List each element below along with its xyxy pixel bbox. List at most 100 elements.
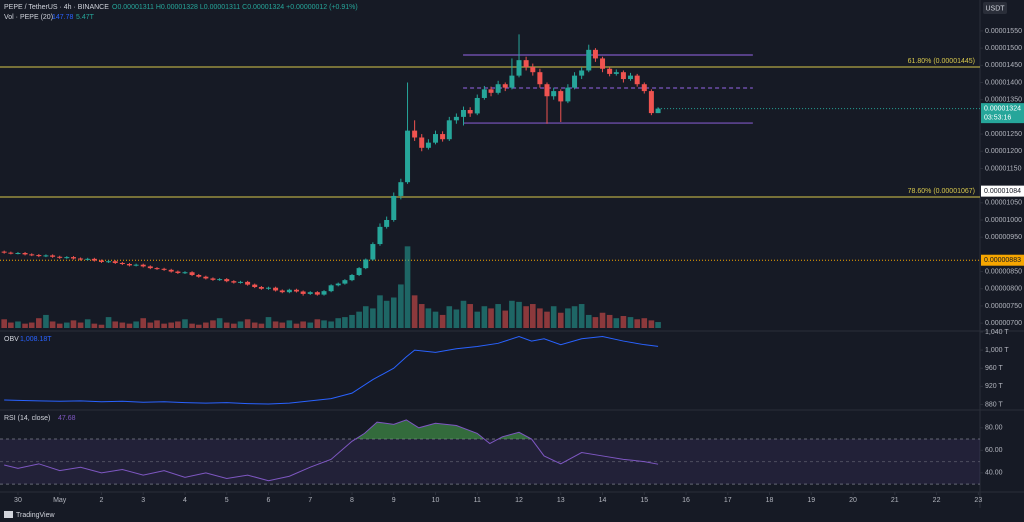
volume-bar bbox=[606, 314, 613, 328]
volume-bar bbox=[258, 323, 265, 328]
candle-body bbox=[1, 251, 7, 253]
candle-body bbox=[300, 291, 306, 294]
volume-bar bbox=[529, 304, 536, 328]
volume-bar bbox=[154, 320, 160, 328]
candle-body bbox=[356, 268, 362, 275]
x-tick-label: 2 bbox=[100, 497, 104, 504]
indicator-line bbox=[4, 336, 659, 405]
candle-body bbox=[377, 226, 383, 245]
candle-body bbox=[161, 268, 167, 270]
volume-bar bbox=[36, 318, 42, 328]
candle-body bbox=[203, 276, 209, 279]
candle-body bbox=[78, 258, 84, 260]
candle-body bbox=[460, 110, 466, 117]
volume-bar bbox=[168, 322, 174, 328]
candle-body bbox=[558, 91, 564, 102]
candle-body bbox=[530, 67, 536, 73]
currency-box[interactable] bbox=[983, 2, 1007, 14]
candle-body bbox=[398, 182, 404, 196]
volume-bar bbox=[418, 304, 425, 328]
candle-body bbox=[495, 84, 501, 93]
fib-level-label: 78.60% (0.00001067) bbox=[908, 188, 975, 195]
volume-bar bbox=[446, 306, 453, 328]
volume-bar bbox=[70, 320, 77, 328]
volume-bar bbox=[432, 311, 439, 328]
candle-body bbox=[70, 257, 76, 259]
volume-bar bbox=[370, 308, 376, 328]
y-tick-label: 0.00000700 bbox=[985, 320, 1022, 327]
candle-body bbox=[293, 289, 299, 292]
volume-bar bbox=[467, 304, 473, 328]
candle-body bbox=[224, 279, 230, 282]
candle-body bbox=[321, 291, 327, 295]
volume-bar bbox=[112, 321, 119, 328]
candle-body bbox=[433, 134, 439, 143]
candle-body bbox=[43, 255, 49, 257]
y-tick-label: 0.00000750 bbox=[985, 303, 1022, 310]
y-tick-label: 0.00001450 bbox=[985, 62, 1022, 69]
volume-bar bbox=[300, 321, 306, 328]
volume-bar bbox=[237, 321, 244, 328]
x-tick-label: 12 bbox=[515, 497, 523, 504]
volume-bar bbox=[328, 321, 334, 328]
candle-body bbox=[349, 275, 355, 281]
candle-body bbox=[592, 49, 598, 59]
x-tick-label: 17 bbox=[724, 497, 732, 504]
volume-bar bbox=[578, 304, 585, 328]
volume-bar bbox=[488, 308, 494, 328]
brand: TradingView bbox=[16, 512, 55, 519]
candle-body bbox=[412, 130, 418, 138]
y-tick-label: 1,000 T bbox=[985, 347, 1009, 354]
candle-body bbox=[98, 260, 104, 262]
volume-bar bbox=[544, 311, 550, 328]
volume-bar bbox=[495, 304, 501, 328]
candle-body bbox=[419, 137, 425, 148]
volume-bar bbox=[516, 301, 522, 328]
x-tick-label: 16 bbox=[682, 497, 690, 504]
candle-body bbox=[22, 253, 28, 255]
last-price-tag bbox=[981, 103, 1024, 124]
volume-bar bbox=[147, 322, 154, 328]
volume-bar bbox=[1, 319, 7, 328]
candle-body bbox=[8, 252, 14, 254]
x-tick-label: 11 bbox=[474, 497, 481, 504]
candle-body bbox=[64, 257, 70, 259]
volume-bar bbox=[453, 309, 460, 328]
volume-bar bbox=[189, 323, 195, 328]
volume-bar bbox=[64, 322, 70, 328]
volume-bar bbox=[523, 306, 529, 328]
rsi-band bbox=[0, 439, 980, 485]
volume-bar bbox=[502, 310, 509, 328]
candle-body bbox=[112, 261, 118, 263]
candle-body bbox=[252, 284, 258, 288]
y-tick-label: 60.00 bbox=[985, 447, 1003, 454]
volume-bar bbox=[627, 317, 634, 328]
obv-value: 1,008.18T bbox=[20, 336, 52, 343]
candle-body bbox=[265, 287, 271, 289]
candle-body bbox=[57, 256, 63, 258]
volume-bar bbox=[203, 322, 209, 328]
candle-body bbox=[196, 275, 202, 277]
volume-bar bbox=[550, 306, 557, 328]
volume-bar bbox=[356, 311, 362, 328]
volume-bar bbox=[279, 322, 286, 328]
candle-body bbox=[189, 272, 195, 275]
candle-body bbox=[154, 268, 160, 270]
y-tick-label: 0.00001150 bbox=[985, 165, 1022, 172]
candle-body bbox=[488, 89, 494, 93]
rsi-value: 47.68 bbox=[58, 415, 76, 422]
candle-body bbox=[245, 281, 251, 285]
volume-bar bbox=[119, 322, 126, 328]
volume-bar bbox=[265, 317, 272, 328]
volume-bar bbox=[335, 318, 342, 328]
symbol: PEPE / TetherUS · 4h · BINANCE bbox=[4, 4, 109, 11]
candle-body bbox=[91, 258, 97, 261]
volume-bar bbox=[223, 322, 230, 328]
volume-bar bbox=[251, 322, 258, 328]
volume-bar bbox=[140, 318, 147, 328]
volume-bar bbox=[293, 323, 300, 328]
candle-body bbox=[446, 120, 452, 140]
y-tick-label: 0.00001350 bbox=[985, 97, 1022, 104]
candle-body bbox=[509, 75, 515, 88]
currency[interactable]: USDT bbox=[985, 5, 1005, 12]
